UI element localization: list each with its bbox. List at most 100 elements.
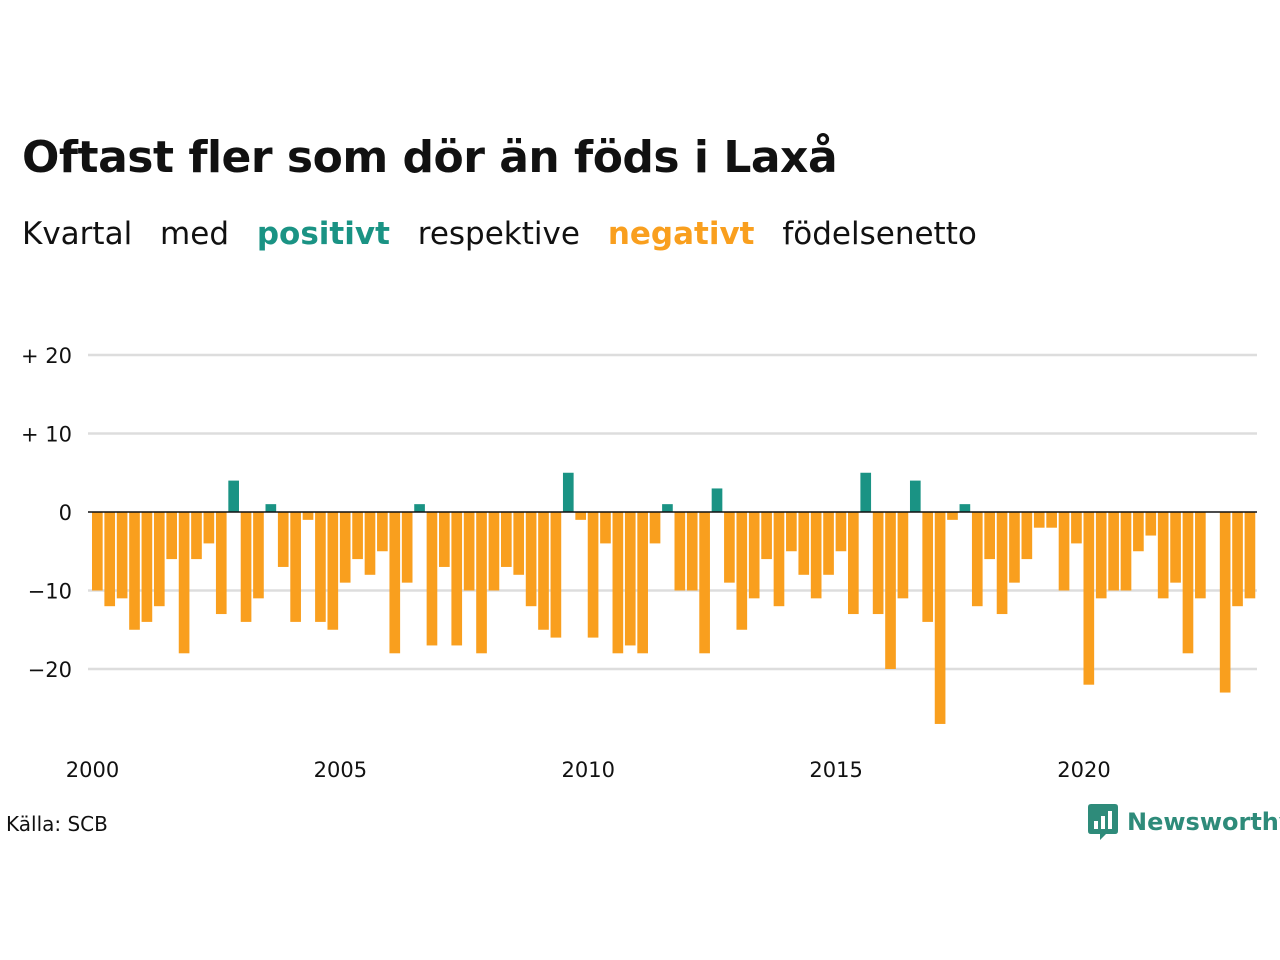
bar bbox=[426, 512, 438, 646]
bar bbox=[352, 512, 363, 560]
bar bbox=[909, 480, 921, 512]
bar bbox=[240, 512, 252, 622]
bar bbox=[1120, 512, 1132, 591]
bar bbox=[1009, 512, 1020, 583]
bar bbox=[1219, 512, 1231, 693]
y-tick-label: + 20 bbox=[21, 344, 72, 368]
bar bbox=[736, 512, 748, 630]
bar bbox=[339, 512, 351, 583]
y-tick-label: + 10 bbox=[21, 423, 72, 447]
subtitle-negative-label: negativt bbox=[607, 216, 755, 252]
bar bbox=[290, 512, 301, 622]
bar bbox=[575, 512, 587, 520]
bar bbox=[389, 512, 401, 654]
subtitle-text: respektive bbox=[417, 216, 580, 252]
bar bbox=[773, 512, 785, 607]
bar bbox=[947, 512, 958, 520]
bar bbox=[377, 512, 388, 552]
bar bbox=[500, 512, 512, 567]
source-note: Källa: SCB bbox=[6, 812, 108, 836]
bar bbox=[562, 472, 574, 512]
x-tick-label: 2010 bbox=[562, 758, 615, 782]
bar bbox=[538, 512, 549, 630]
bar bbox=[141, 512, 153, 622]
bar bbox=[748, 512, 760, 599]
bar bbox=[364, 512, 376, 575]
bar bbox=[1083, 512, 1095, 685]
bar bbox=[1108, 512, 1119, 591]
subtitle-text: födelsenetto bbox=[782, 216, 977, 252]
y-tick-label: −10 bbox=[28, 580, 72, 604]
bar bbox=[1145, 512, 1157, 536]
bar bbox=[1033, 512, 1045, 528]
bar bbox=[686, 512, 698, 591]
bar bbox=[1195, 512, 1206, 599]
newsworthy-logo-icon bbox=[1088, 804, 1118, 840]
bar bbox=[959, 504, 971, 512]
bar bbox=[1182, 512, 1194, 654]
bar bbox=[277, 512, 289, 567]
bar bbox=[724, 512, 735, 583]
bar bbox=[971, 512, 983, 607]
bar bbox=[860, 472, 872, 512]
bar bbox=[1058, 512, 1070, 591]
bar-chart: + 20 + 10 0 −10 −20 2000 2005 2010 2015 2020 bbox=[21, 344, 1257, 782]
bar bbox=[1133, 512, 1144, 552]
bar bbox=[166, 512, 178, 560]
newsworthy-logo-text: Newsworthy bbox=[1127, 808, 1280, 836]
bar bbox=[488, 512, 500, 591]
bar bbox=[823, 512, 834, 575]
bar bbox=[414, 504, 425, 512]
bar bbox=[699, 512, 710, 654]
subtitle-text: Kvartal bbox=[22, 216, 133, 252]
bar bbox=[178, 512, 190, 654]
bar bbox=[253, 512, 264, 599]
bar bbox=[476, 512, 487, 654]
bar bbox=[153, 512, 165, 607]
bar bbox=[1046, 512, 1057, 528]
bar bbox=[624, 512, 636, 646]
bar bbox=[104, 512, 116, 607]
bar bbox=[922, 512, 934, 622]
bar bbox=[315, 512, 326, 622]
bar bbox=[711, 488, 723, 512]
x-tick-label: 2005 bbox=[314, 758, 367, 782]
bar bbox=[92, 512, 103, 591]
bar bbox=[463, 512, 475, 591]
bar bbox=[327, 512, 339, 630]
subtitle-positive-label: positivt bbox=[256, 216, 390, 252]
bar bbox=[637, 512, 648, 654]
bar bbox=[513, 512, 525, 575]
bar bbox=[401, 512, 413, 583]
bar bbox=[587, 512, 599, 638]
bar bbox=[525, 512, 537, 607]
bar bbox=[897, 512, 909, 599]
bar bbox=[996, 512, 1008, 615]
bar bbox=[810, 512, 822, 599]
bar bbox=[1071, 512, 1082, 544]
bar bbox=[1157, 512, 1169, 599]
bar bbox=[129, 512, 140, 630]
bar bbox=[1095, 512, 1107, 599]
bar bbox=[451, 512, 463, 646]
bar bbox=[798, 512, 810, 575]
x-tick-label: 2020 bbox=[1057, 758, 1110, 782]
bar bbox=[191, 512, 202, 560]
x-tick-label: 2015 bbox=[809, 758, 862, 782]
bar bbox=[1244, 512, 1256, 599]
y-tick-label: 0 bbox=[59, 501, 72, 525]
bar bbox=[835, 512, 847, 552]
bar bbox=[848, 512, 859, 615]
bar bbox=[1232, 512, 1243, 607]
y-tick-label: −20 bbox=[28, 658, 72, 682]
bar bbox=[1170, 512, 1181, 583]
subtitle-text: med bbox=[160, 216, 229, 252]
bar bbox=[984, 512, 995, 560]
bar bbox=[872, 512, 884, 615]
bar bbox=[649, 512, 661, 544]
bar bbox=[265, 504, 277, 512]
bar bbox=[302, 512, 314, 520]
bar bbox=[662, 504, 673, 512]
bar bbox=[612, 512, 624, 654]
newsworthy-logo: Newsworthy bbox=[1088, 804, 1280, 840]
